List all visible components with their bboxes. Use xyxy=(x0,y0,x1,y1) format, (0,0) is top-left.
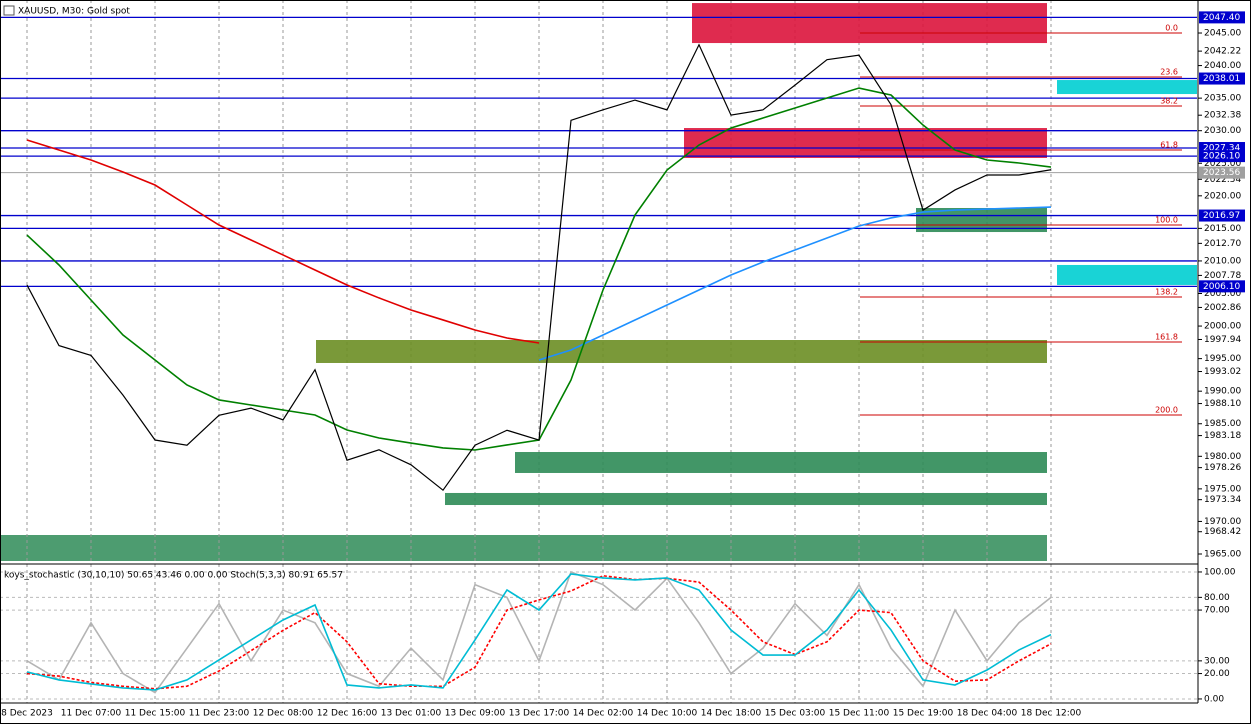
zone xyxy=(515,452,1047,473)
y-tick-label: 2030.00 xyxy=(1204,126,1241,136)
fib-label: 0.0 xyxy=(1165,24,1178,33)
bid-label-box xyxy=(1199,166,1245,179)
level-label-box xyxy=(1199,209,1245,222)
zone xyxy=(445,492,1047,506)
x-tick-label: 15 Dec 03:00 xyxy=(765,709,826,719)
x-tick-label: 14 Dec 10:00 xyxy=(637,709,698,719)
level-label-box xyxy=(1199,150,1245,163)
y-tick-label: 1993.02 xyxy=(1204,367,1241,377)
x-tick-label: 14 Dec 18:00 xyxy=(701,709,762,719)
zone xyxy=(1057,80,1197,95)
y-tick-label: 2012.70 xyxy=(1204,239,1241,249)
level-label: 2006.10 xyxy=(1203,282,1240,292)
y-tick-label: 70.00 xyxy=(1204,606,1230,616)
x-tick-label: 18 Dec 04:00 xyxy=(957,709,1018,719)
fib-label: 161.8 xyxy=(1155,333,1178,342)
y-tick-label: 2040.00 xyxy=(1204,61,1241,71)
y-tick-label: 1965.00 xyxy=(1204,549,1241,559)
series-line xyxy=(26,574,1052,690)
series-line xyxy=(26,43,1052,492)
fib-label: 100.0 xyxy=(1155,215,1178,224)
y-tick-label: 2022.54 xyxy=(1204,175,1241,185)
level-label-box xyxy=(1199,280,1245,293)
y-tick-label: 1970.00 xyxy=(1204,517,1241,527)
x-tick-label: 18 Dec 12:00 xyxy=(1021,709,1082,719)
volume-band xyxy=(0,535,1047,561)
y-tick-label: 1978.26 xyxy=(1204,463,1241,473)
zone xyxy=(316,340,1047,363)
y-tick-label: 2045.00 xyxy=(1204,29,1241,39)
series-line xyxy=(26,573,1052,691)
y-tick-label: 2020.00 xyxy=(1204,191,1241,201)
level-label: 2047.40 xyxy=(1203,13,1240,23)
level-label: 2016.97 xyxy=(1203,211,1240,221)
y-tick-label: 1973.34 xyxy=(1204,495,1241,505)
fib-label: 23.6 xyxy=(1160,68,1178,77)
fib-label: 61.8 xyxy=(1160,141,1178,150)
y-tick-label: 1995.00 xyxy=(1204,354,1241,364)
y-tick-label: 1975.00 xyxy=(1204,484,1241,494)
y-tick-label: 1988.10 xyxy=(1204,399,1241,409)
y-tick-label: 2025.00 xyxy=(1204,159,1241,169)
level-label-box xyxy=(1199,72,1245,85)
x-tick-label: 15 Dec 19:00 xyxy=(893,709,954,719)
series-line xyxy=(26,570,1052,694)
y-tick-label: 2035.00 xyxy=(1204,94,1241,104)
y-tick-label: 20.00 xyxy=(1204,669,1230,679)
x-tick-label: 12 Dec 08:00 xyxy=(253,709,314,719)
level-label: 2026.10 xyxy=(1203,152,1240,162)
zone xyxy=(684,128,1047,158)
level-label: 2027.34 xyxy=(1203,144,1240,154)
y-tick-label: 1985.00 xyxy=(1204,419,1241,429)
y-tick-label: 2015.00 xyxy=(1204,224,1241,234)
y-tick-label: 80.00 xyxy=(1204,593,1230,603)
y-tick-label: 30.00 xyxy=(1204,656,1230,666)
x-tick-label: 11 Dec 23:00 xyxy=(189,709,250,719)
y-tick-label: 2007.78 xyxy=(1204,271,1241,281)
series-line xyxy=(538,206,1052,361)
y-tick-label: 100.00 xyxy=(1204,567,1236,577)
y-tick-label: 2000.00 xyxy=(1204,322,1241,332)
y-tick-label: 1968.42 xyxy=(1204,527,1241,537)
zone xyxy=(692,3,1047,44)
y-tick-label: 2005.00 xyxy=(1204,289,1241,299)
y-tick-label: 2032.38 xyxy=(1204,111,1241,121)
y-tick-label: 1990.00 xyxy=(1204,387,1241,397)
y-tick-label: 0.00 xyxy=(1204,694,1224,704)
bid-label: 2023.56 xyxy=(1203,168,1240,178)
fib-label: 138.2 xyxy=(1155,288,1178,297)
x-tick-label: 12 Dec 16:00 xyxy=(317,709,378,719)
y-tick-label: 2002.86 xyxy=(1204,303,1241,313)
x-tick-label: 14 Dec 02:00 xyxy=(573,709,634,719)
x-tick-label: 13 Dec 17:00 xyxy=(509,709,570,719)
x-tick-label: 11 Dec 07:00 xyxy=(61,709,122,719)
x-tick-label: 11 Dec 15:00 xyxy=(125,709,186,719)
x-tick-label: 8 Dec 2023 xyxy=(1,709,53,719)
y-tick-label: 2010.00 xyxy=(1204,256,1241,266)
level-label-box xyxy=(1199,11,1245,24)
y-tick-label: 2042.22 xyxy=(1204,47,1241,57)
chart-title: XAUUSD, M30: Gold spot xyxy=(18,7,130,17)
x-tick-label: 15 Dec 11:00 xyxy=(829,709,890,719)
y-tick-label: 1997.94 xyxy=(1204,335,1241,345)
series-line xyxy=(26,139,540,344)
x-tick-label: 13 Dec 09:00 xyxy=(445,709,506,719)
fib-label: 38.2 xyxy=(1160,97,1178,106)
y-tick-label: 1980.00 xyxy=(1204,452,1241,462)
symbol-icon xyxy=(3,5,15,16)
fib-label: 200.0 xyxy=(1155,406,1178,415)
zone xyxy=(1057,264,1197,285)
level-label: 2038.01 xyxy=(1203,74,1240,84)
indicator-title: koys_stochastic (30,10,10) 50.65 43.46 0… xyxy=(4,571,343,581)
x-tick-label: 13 Dec 01:00 xyxy=(381,709,442,719)
y-tick-label: 1983.18 xyxy=(1204,431,1241,441)
